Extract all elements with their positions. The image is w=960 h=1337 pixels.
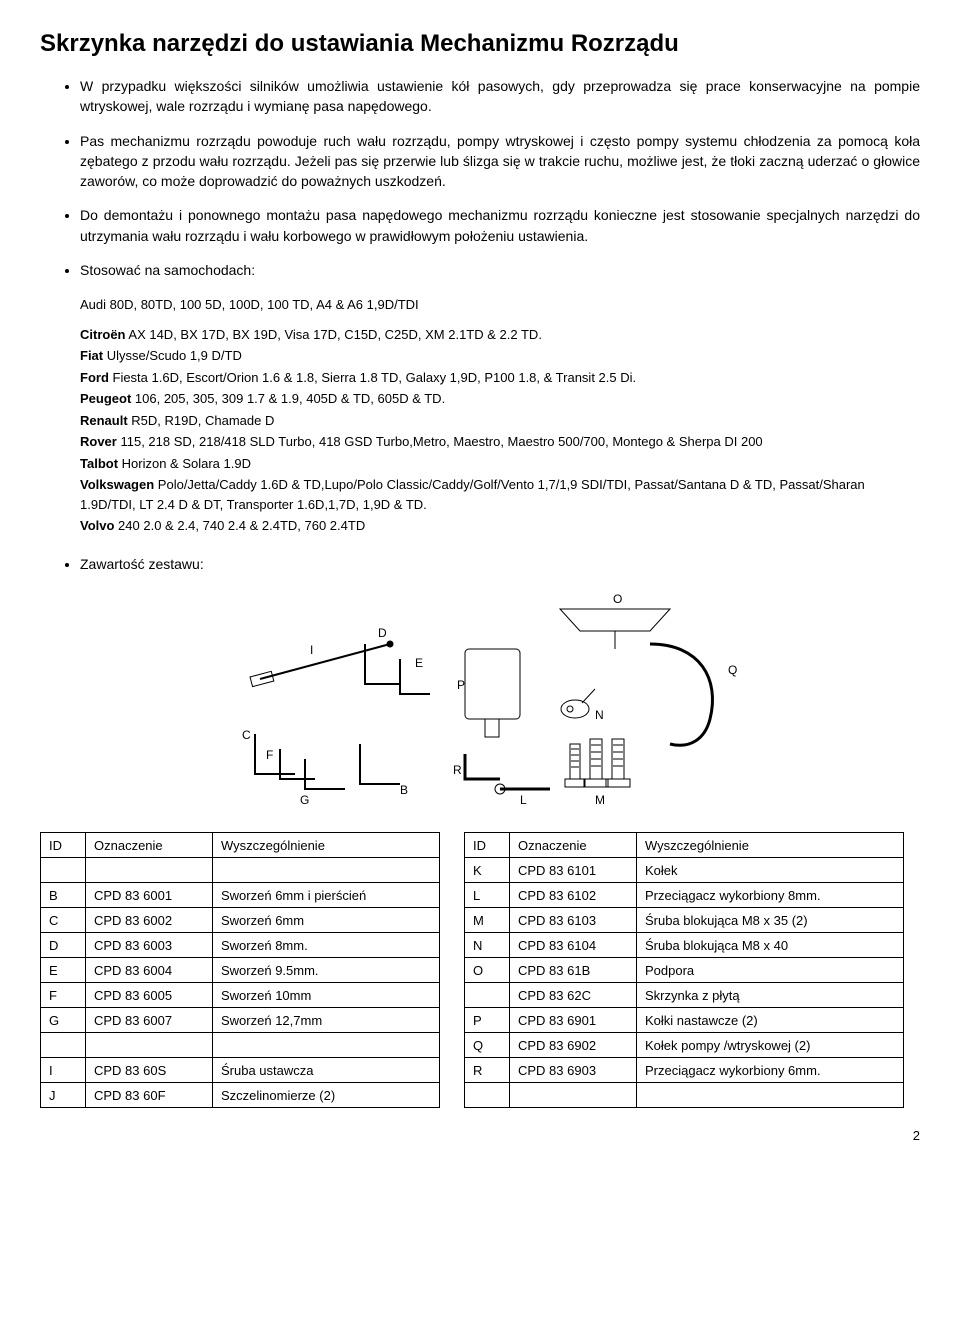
tables-container: ID Oznaczenie Wyszczególnienie BCPD 83 6… xyxy=(40,832,920,1108)
svg-text:D: D xyxy=(378,626,387,640)
bullet-item: W przypadku większości silników umożliwi… xyxy=(80,76,920,117)
table-header: ID xyxy=(41,833,86,858)
contents-list: Zawartość zestawu: xyxy=(40,554,920,574)
table-header: Oznaczenie xyxy=(86,833,213,858)
vehicle-line: Rover 115, 218 SD, 218/418 SLD Turbo, 41… xyxy=(80,432,920,452)
svg-text:L: L xyxy=(520,793,527,807)
svg-text:B: B xyxy=(400,783,408,797)
svg-text:P: P xyxy=(457,678,465,692)
parts-table-right: ID Oznaczenie Wyszczególnienie KCPD 83 6… xyxy=(464,832,904,1108)
table-header: Wyszczególnienie xyxy=(637,833,904,858)
vehicle-line: Talbot Horizon & Solara 1.9D xyxy=(80,454,920,474)
vehicle-line: Renault R5D, R19D, Chamade D xyxy=(80,411,920,431)
svg-text:M: M xyxy=(595,793,605,807)
vehicle-line: Peugeot 106, 205, 305, 309 1.7 & 1.9, 40… xyxy=(80,389,920,409)
table-header: Oznaczenie xyxy=(510,833,637,858)
bullet-item: Pas mechanizmu rozrządu powoduje ruch wa… xyxy=(80,131,920,192)
parts-table-left: ID Oznaczenie Wyszczególnienie BCPD 83 6… xyxy=(40,832,440,1108)
bullet-item: Do demontażu i ponownego montażu pasa na… xyxy=(80,205,920,246)
bullet-item: Zawartość zestawu: xyxy=(80,554,920,574)
vehicle-line: Volvo 240 2.0 & 2.4, 740 2.4 & 2.4TD, 76… xyxy=(80,516,920,536)
svg-text:C: C xyxy=(242,728,251,742)
bullet-item: Stosować na samochodach: xyxy=(80,260,920,280)
vehicle-line: Fiat Ulysse/Scudo 1,9 D/TD xyxy=(80,346,920,366)
table-header: ID xyxy=(465,833,510,858)
svg-text:I: I xyxy=(310,643,313,657)
svg-text:O: O xyxy=(613,592,622,606)
parts-diagram: O Q I D E P N C F G B R xyxy=(40,589,920,812)
svg-text:F: F xyxy=(266,748,273,762)
svg-text:N: N xyxy=(595,708,604,722)
svg-text:Q: Q xyxy=(728,663,737,677)
table-header: Wyszczególnienie xyxy=(213,833,440,858)
page-title: Skrzynka narzędzi do ustawiania Mechaniz… xyxy=(40,30,920,58)
svg-text:E: E xyxy=(415,656,423,670)
vehicle-line: Ford Fiesta 1.6D, Escort/Orion 1.6 & 1.8… xyxy=(80,368,920,388)
vehicle-line-audi: Audi 80D, 80TD, 100 5D, 100D, 100 TD, A4… xyxy=(80,295,920,315)
vehicle-line: Volkswagen Polo/Jetta/Caddy 1.6D & TD,Lu… xyxy=(80,475,920,514)
svg-text:G: G xyxy=(300,793,309,807)
vehicles-block: Audi 80D, 80TD, 100 5D, 100D, 100 TD, A4… xyxy=(80,295,920,536)
page-number: 2 xyxy=(40,1128,920,1143)
intro-list: W przypadku większości silników umożliwi… xyxy=(40,76,920,280)
svg-text:R: R xyxy=(453,763,462,777)
vehicle-line: Citroën AX 14D, BX 17D, BX 19D, Visa 17D… xyxy=(80,325,920,345)
